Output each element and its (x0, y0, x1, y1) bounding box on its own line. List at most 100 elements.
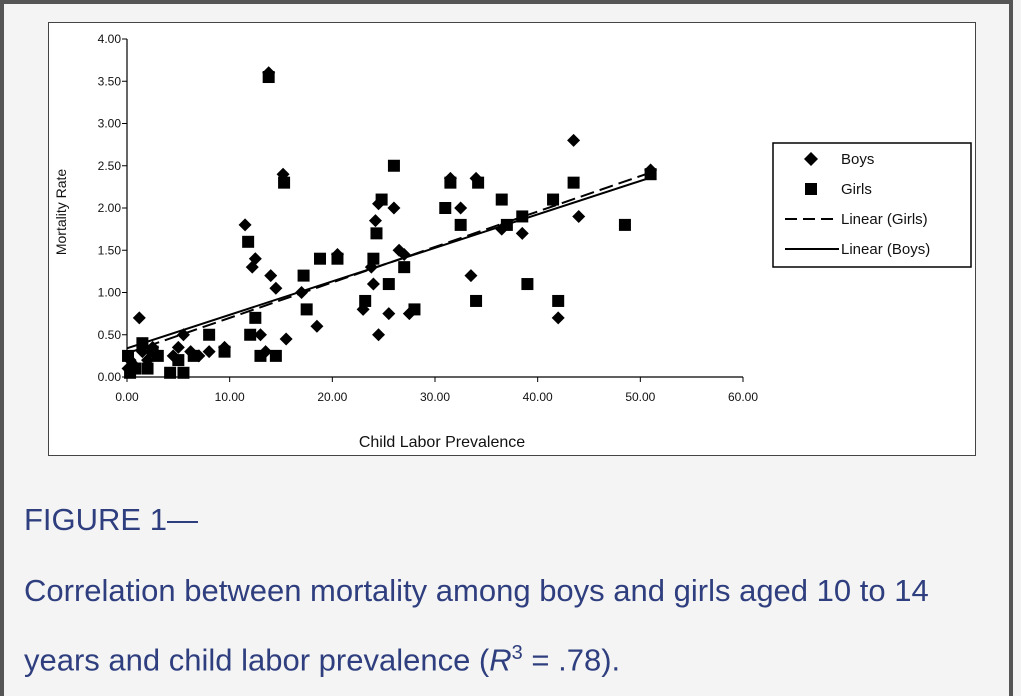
girls-point (151, 349, 164, 362)
girls-point (516, 210, 529, 223)
legend-girls-label: Girls (841, 181, 872, 198)
y-tick-label: 3.00 (98, 117, 122, 131)
girls-point (242, 235, 255, 248)
y-tick-label: 4.00 (98, 32, 122, 46)
chart-area: 0.00 0.50 1.00 1.50 2.00 2.50 3.00 3.50 4.00 0.00… (48, 22, 976, 456)
girls-point (164, 366, 177, 379)
boys-point (382, 307, 396, 321)
boys-point (567, 133, 581, 147)
girls-point (398, 261, 411, 274)
girls-point (297, 269, 310, 282)
girls-point (618, 218, 631, 231)
girls-point (367, 252, 380, 265)
boys-point (253, 328, 267, 342)
y-tick-label: 1.00 (98, 286, 122, 300)
legend-boys-label: Boys (841, 151, 874, 168)
boys-point (238, 218, 252, 232)
girls-point (331, 252, 344, 265)
r-symbol: R (489, 642, 512, 678)
girls-point (187, 349, 200, 362)
girls-point (269, 349, 282, 362)
girls-point (203, 328, 216, 341)
girls-point (249, 311, 262, 324)
boys-point (132, 311, 146, 325)
boys-point (279, 332, 293, 346)
girls-point (141, 362, 154, 375)
figure-caption: Correlation between mortality among boys… (24, 560, 1004, 691)
girls-point (521, 278, 534, 291)
girls-point (552, 294, 565, 307)
caption-text-end: = .78). (522, 642, 621, 678)
boys-point (248, 252, 262, 266)
y-tick-label: 2.00 (98, 201, 122, 215)
caption-text-start: Correlation between mortality among boys… (24, 573, 929, 678)
r-superscript: 3 (511, 642, 523, 664)
y-tick-label: 0.50 (98, 328, 122, 342)
legend-boys-marker (804, 152, 818, 166)
girls-point (500, 218, 513, 231)
boys-point (397, 247, 411, 261)
girls-point (254, 349, 267, 362)
girls-point (495, 193, 508, 206)
x-tick-label: 60.00 (728, 390, 758, 404)
girls-point (218, 345, 231, 358)
legend-girls-marker (805, 183, 817, 195)
boys-point (515, 226, 529, 240)
girls-point (359, 294, 372, 307)
boys-point (264, 269, 278, 283)
girls-point (370, 227, 383, 240)
figure-label: FIGURE 1— (24, 502, 198, 537)
girls-point (375, 193, 388, 206)
girls-point (262, 71, 275, 84)
boys-point (295, 286, 309, 299)
scatter-chart: 0.00 0.50 1.00 1.50 2.00 2.50 3.00 3.50 4.00 0.00… (53, 32, 972, 451)
girls-point (408, 303, 421, 316)
boys-point (366, 277, 380, 291)
boys-point (572, 209, 586, 223)
girls-point (470, 294, 483, 307)
girls-point (644, 168, 657, 181)
girls-point (244, 328, 257, 341)
y-tick-label: 0.00 (98, 370, 122, 384)
boys-point (387, 201, 401, 215)
boys-point (269, 281, 283, 295)
x-tick-label: 40.00 (523, 390, 553, 404)
legend-linear-boys-label: Linear (Boys) (841, 241, 930, 258)
y-tick-label: 1.50 (98, 243, 122, 257)
boys-point (202, 345, 216, 359)
girls-point (567, 176, 580, 189)
girls-point (122, 349, 135, 362)
y-axis-label: Mortality Rate (53, 169, 69, 256)
girls-point (387, 159, 400, 172)
legend-linear-girls-label: Linear (Girls) (841, 211, 928, 228)
girls-point (314, 252, 327, 265)
girls-point (278, 176, 291, 189)
boys-point (171, 340, 185, 354)
boys-point (368, 214, 382, 228)
girls-point (300, 303, 313, 316)
boys-point (176, 328, 190, 342)
y-tick-label: 2.50 (98, 159, 122, 173)
trendline-boys (126, 176, 651, 350)
x-tick-label: 10.00 (215, 390, 245, 404)
girls-point (439, 202, 452, 214)
boys-point (454, 201, 468, 215)
girls-point (547, 193, 560, 206)
y-tick-label: 3.50 (98, 74, 122, 88)
x-axis-label: Child Labor Prevalence (359, 434, 525, 451)
girls-point (129, 362, 142, 375)
girls-point (454, 218, 467, 231)
girls-point (136, 337, 149, 350)
legend-box (772, 142, 972, 268)
boys-point (310, 319, 324, 333)
girls-point (382, 278, 395, 291)
boys-point (551, 311, 565, 325)
girls-point (444, 176, 457, 189)
x-tick-label: 50.00 (625, 390, 655, 404)
boys-point (372, 328, 386, 342)
trendline-girls (126, 171, 651, 355)
x-tick-label: 30.00 (420, 390, 450, 404)
boys-point (464, 269, 478, 283)
girls-point (172, 354, 185, 367)
